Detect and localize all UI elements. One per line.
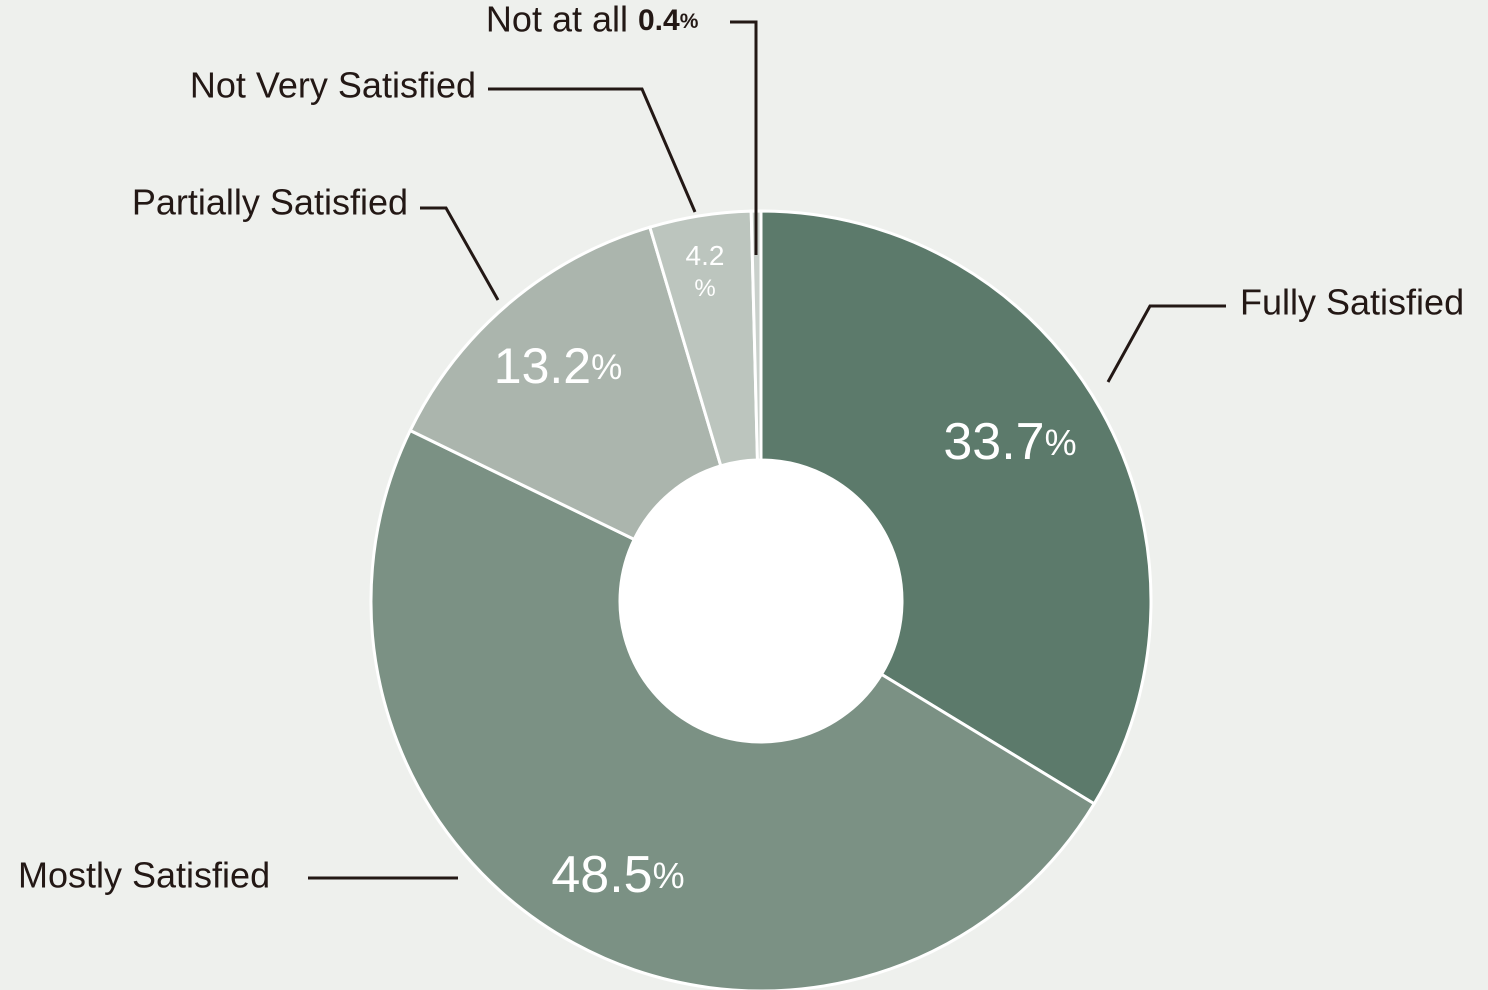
category-label: Not Very Satisfied	[190, 65, 476, 106]
value-label: 0.4%	[638, 4, 699, 37]
value-label: 4.2%	[686, 240, 725, 302]
category-label: Not at all	[486, 0, 628, 40]
value-label: 48.5%	[551, 846, 684, 904]
slice	[759, 209, 1153, 806]
category-label: Partially Satisfied	[132, 182, 408, 223]
category-label: Fully Satisfied	[1240, 282, 1464, 323]
value-label: 33.7%	[943, 413, 1076, 471]
leader-line	[730, 20, 758, 255]
slice	[749, 209, 763, 462]
category-label: Mostly Satisfied	[18, 855, 270, 896]
slice	[369, 428, 1097, 990]
leader-line	[420, 206, 500, 301]
donut-hole	[621, 461, 901, 741]
slice	[408, 225, 723, 542]
value-label: 13.2%	[494, 338, 622, 394]
leader-line	[488, 87, 697, 213]
leader-line	[1106, 304, 1226, 383]
